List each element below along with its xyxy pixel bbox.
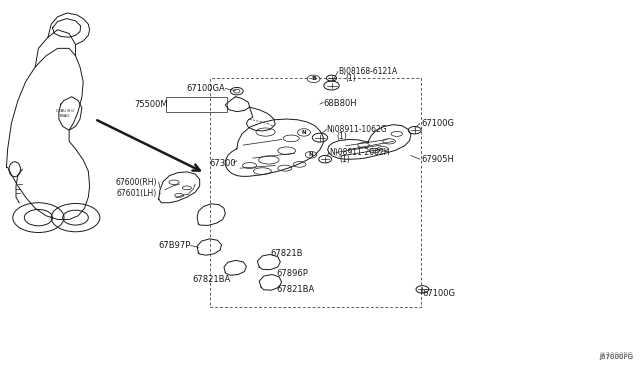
Text: B)08168-6121A: B)08168-6121A [338,67,397,76]
Text: (1): (1) [339,155,350,164]
Text: 67B97P: 67B97P [158,241,191,250]
Text: J67000PG: J67000PG [600,354,634,360]
Text: 67821B: 67821B [270,249,303,258]
Bar [166,97,227,112]
Text: B: B [311,76,316,81]
Text: J67000PG: J67000PG [600,352,634,358]
Text: (1): (1) [336,132,347,141]
Text: 67905H: 67905H [421,155,454,164]
Text: 67821BA: 67821BA [276,285,315,294]
Text: N)08911-1062G: N)08911-1062G [326,125,387,134]
Text: 67100G: 67100G [421,119,454,128]
Text: (1): (1) [346,74,356,83]
Text: 67100G: 67100G [422,289,456,298]
Text: N)08911-2062H: N)08911-2062H [330,148,390,157]
Text: 67300: 67300 [209,159,236,168]
Text: 67896P: 67896P [276,269,308,278]
Text: N: N [308,152,314,157]
Text: 67100GA: 67100GA [186,84,225,93]
Text: CFAU B 0
FBAO: CFAU B 0 FBAO [56,109,74,118]
Text: 67821BA: 67821BA [192,275,230,284]
Text: 68B80H: 68B80H [324,99,358,108]
Text: 67601(LH): 67601(LH) [116,189,157,198]
Text: N: N [301,130,307,135]
Text: 67600(RH): 67600(RH) [115,178,157,187]
Text: 75500M: 75500M [134,100,168,109]
